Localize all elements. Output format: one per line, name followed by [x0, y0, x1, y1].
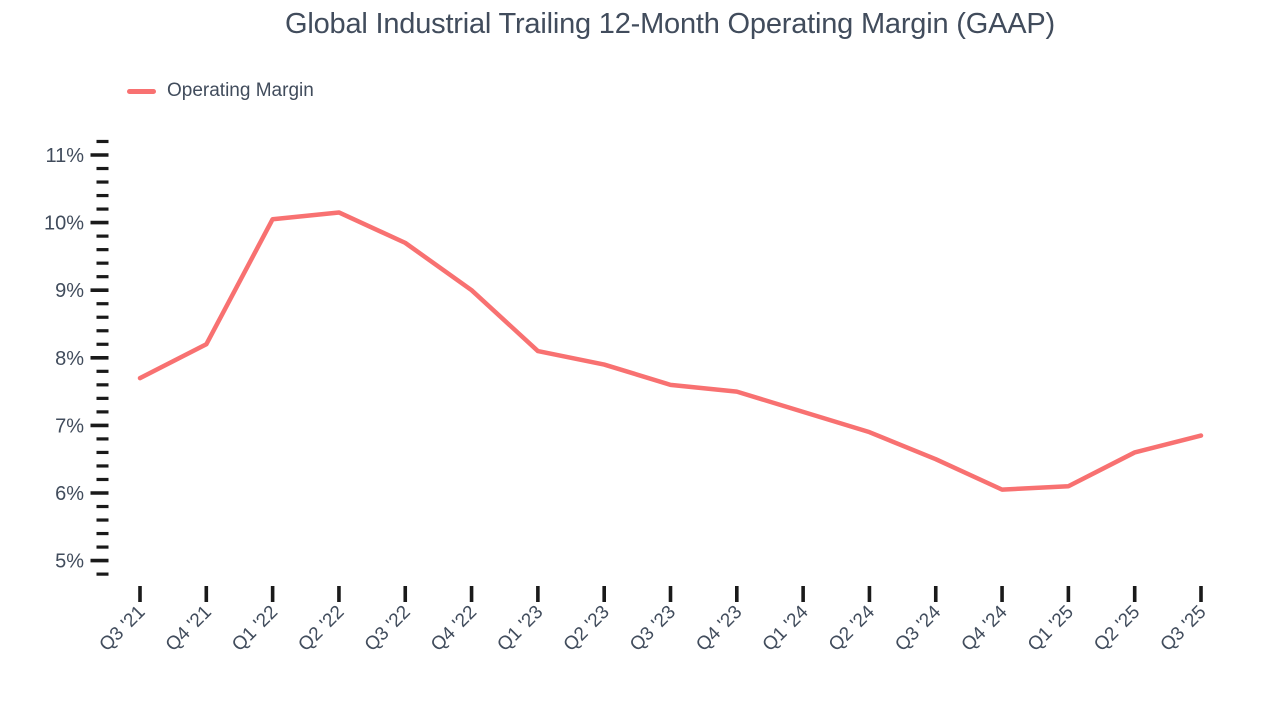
y-axis-tick-label: 11% [45, 145, 84, 167]
x-axis-tick-label: Q3 '24 [891, 601, 945, 655]
x-axis-tick-label: Q1 '22 [228, 602, 282, 656]
y-axis-tick-label: 8% [55, 348, 84, 370]
legend[interactable]: Operating Margin [127, 80, 314, 102]
x-axis-tick-label: Q3 '23 [626, 602, 680, 656]
x-axis-tick-label: Q1 '24 [759, 601, 813, 655]
y-axis-tick-label: 5% [55, 551, 84, 573]
x-axis-tick-label: Q2 '24 [825, 601, 879, 655]
y-axis-tick-label: 10% [44, 213, 84, 235]
x-axis-tick-label: Q1 '25 [1024, 602, 1078, 656]
x-axis-tick-label: Q2 '22 [294, 602, 348, 656]
x-axis-tick-label: Q3 '22 [361, 602, 415, 656]
y-axis-tick-label: 9% [55, 280, 84, 302]
x-axis-tick-label: Q3 '25 [1157, 602, 1211, 656]
x-axis-tick-label: Q4 '24 [958, 601, 1012, 655]
x-axis-tick-label: Q2 '25 [1090, 602, 1144, 656]
x-axis-tick-label: Q4 '23 [692, 602, 746, 656]
legend-line-swatch [127, 88, 156, 94]
x-axis-tick-label: Q4 '21 [162, 602, 216, 656]
y-axis-tick-label: 7% [55, 415, 84, 437]
series-line-operating-margin[interactable] [137, 210, 1204, 492]
x-axis-tick-label: Q4 '22 [427, 602, 481, 656]
x-axis-tick-label: Q1 '23 [493, 602, 547, 656]
legend-label: Operating Margin [167, 80, 314, 101]
chart-title: Global Industrial Trailing 12-Month Oper… [285, 8, 1055, 40]
x-axis-tick-label: Q3 '21 [96, 602, 150, 656]
y-axis-tick-label: 6% [55, 483, 84, 505]
x-axis-tick-label: Q2 '23 [560, 602, 614, 656]
